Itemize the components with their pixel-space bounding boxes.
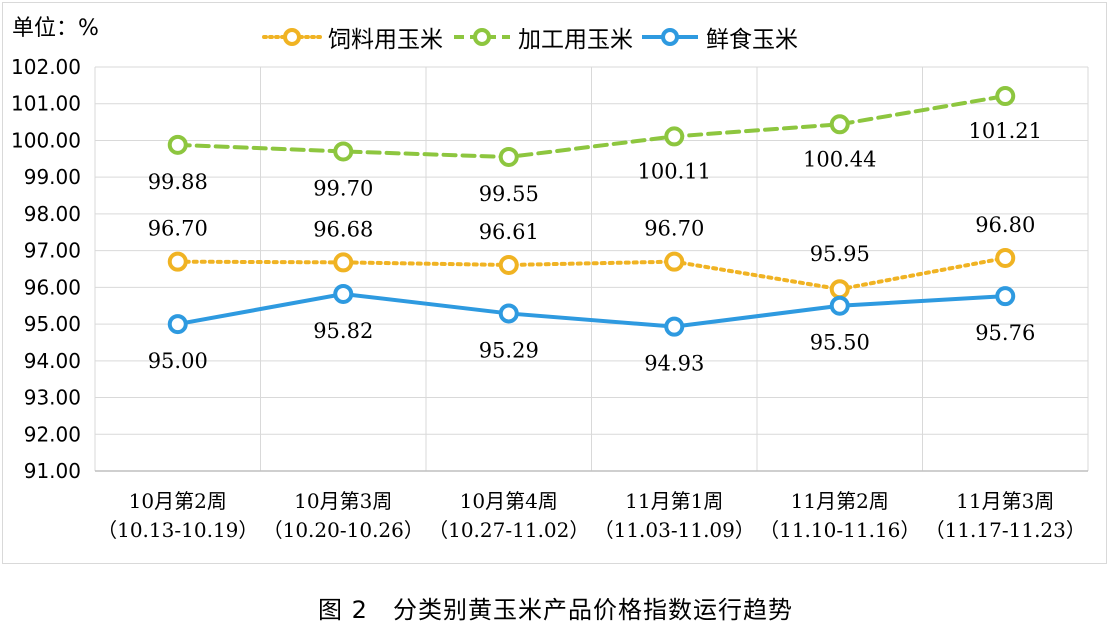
legend-item-feed: 饲料用玉米 xyxy=(262,22,443,53)
data-point-feed xyxy=(333,252,354,273)
line-chart: 91.00 92.00 93.00 94.00 95.00 96.00 97.00 98.00… xyxy=(11,55,1089,542)
x-tick-sublabel: （10.20-10.26） xyxy=(263,518,424,542)
y-tick-label: 102.00 xyxy=(11,55,81,79)
series-line-processing xyxy=(175,94,1008,159)
x-tick-label: 11月第3周 xyxy=(956,489,1054,513)
legend-swatch-feed xyxy=(262,28,322,46)
y-tick-label: 93.00 xyxy=(24,386,81,410)
data-label-feed: 96.70 xyxy=(644,217,704,241)
y-tick-label: 98.00 xyxy=(24,202,81,226)
data-label-fresh: 95.50 xyxy=(810,331,870,355)
data-label-feed: 96.80 xyxy=(975,213,1035,237)
data-point-fresh xyxy=(167,314,188,335)
x-tick-sublabel: （10.13-10.19） xyxy=(97,518,258,542)
legend-item-processing: 加工用玉米 xyxy=(452,22,633,53)
data-label-fresh: 95.29 xyxy=(479,338,539,362)
data-point-fresh xyxy=(333,283,354,304)
data-label-fresh: 95.82 xyxy=(313,319,373,343)
x-tick-sublabel: （10.27-11.02） xyxy=(428,518,589,542)
legend-label-feed: 饲料用玉米 xyxy=(328,27,443,53)
data-label-processing: 99.88 xyxy=(148,170,208,194)
data-point-processing xyxy=(498,146,519,167)
data-label-feed: 95.95 xyxy=(810,242,870,266)
series-line-feed xyxy=(175,255,1008,292)
data-label-fresh: 95.00 xyxy=(148,349,208,373)
legend-item-fresh: 鲜食玉米 xyxy=(640,22,798,53)
x-tick-sublabel: （11.10-11.16） xyxy=(759,518,920,542)
y-tick-label: 97.00 xyxy=(24,239,81,263)
y-tick-label: 94.00 xyxy=(24,349,81,373)
legend-label-processing: 加工用玉米 xyxy=(518,27,633,53)
legend-label-fresh: 鲜食玉米 xyxy=(706,27,798,53)
y-tick-label: 92.00 xyxy=(24,422,81,446)
data-label-feed: 96.68 xyxy=(313,217,373,241)
data-point-fresh xyxy=(829,295,850,316)
data-point-processing xyxy=(333,141,354,162)
y-tick-label: 101.00 xyxy=(11,92,81,116)
data-label-feed: 96.70 xyxy=(148,217,208,241)
y-tick-label: 91.00 xyxy=(24,459,81,483)
data-point-feed xyxy=(167,251,188,272)
y-tick-label: 99.00 xyxy=(24,165,81,189)
y-tick-label: 95.00 xyxy=(24,312,81,336)
data-label-fresh: 94.93 xyxy=(644,352,704,376)
data-label-processing: 101.21 xyxy=(969,119,1042,143)
series-line-fresh xyxy=(175,291,1008,329)
x-tick-sublabel: （11.03-11.09） xyxy=(594,518,755,542)
data-point-feed xyxy=(498,254,519,275)
data-point-fresh xyxy=(498,303,519,324)
data-point-feed xyxy=(995,247,1016,268)
data-label-processing: 99.70 xyxy=(313,176,373,200)
x-tick-label: 10月第3周 xyxy=(294,489,392,513)
data-label-processing: 100.11 xyxy=(638,159,711,183)
chart-frame xyxy=(2,2,1107,564)
data-point-processing xyxy=(829,114,850,135)
legend-swatch-processing xyxy=(454,28,510,46)
data-point-feed xyxy=(829,279,850,300)
y-tick-label: 100.00 xyxy=(11,128,81,152)
data-point-fresh xyxy=(664,316,685,337)
x-tick-label: 11月第1周 xyxy=(625,489,723,513)
figure-caption: 图 2 分类别黄玉米产品价格指数运行趋势 xyxy=(318,596,793,624)
unit-label: 单位：% xyxy=(12,16,99,41)
data-point-processing xyxy=(664,126,685,147)
x-tick-label: 11月第2周 xyxy=(791,489,889,513)
data-point-processing xyxy=(995,86,1016,107)
data-label-fresh: 95.76 xyxy=(975,321,1035,345)
y-tick-label: 96.00 xyxy=(24,275,81,299)
x-tick-sublabel: （11.17-11.23） xyxy=(925,518,1086,542)
x-tick-label: 10月第2周 xyxy=(129,489,227,513)
data-label-processing: 100.44 xyxy=(803,147,876,171)
data-label-feed: 96.61 xyxy=(479,220,539,244)
data-point-feed xyxy=(664,251,685,272)
data-point-processing xyxy=(167,134,188,155)
x-tick-label: 10月第4周 xyxy=(460,489,558,513)
data-label-processing: 99.55 xyxy=(479,182,539,206)
legend-swatch-fresh xyxy=(642,28,698,46)
data-point-fresh xyxy=(995,286,1016,307)
